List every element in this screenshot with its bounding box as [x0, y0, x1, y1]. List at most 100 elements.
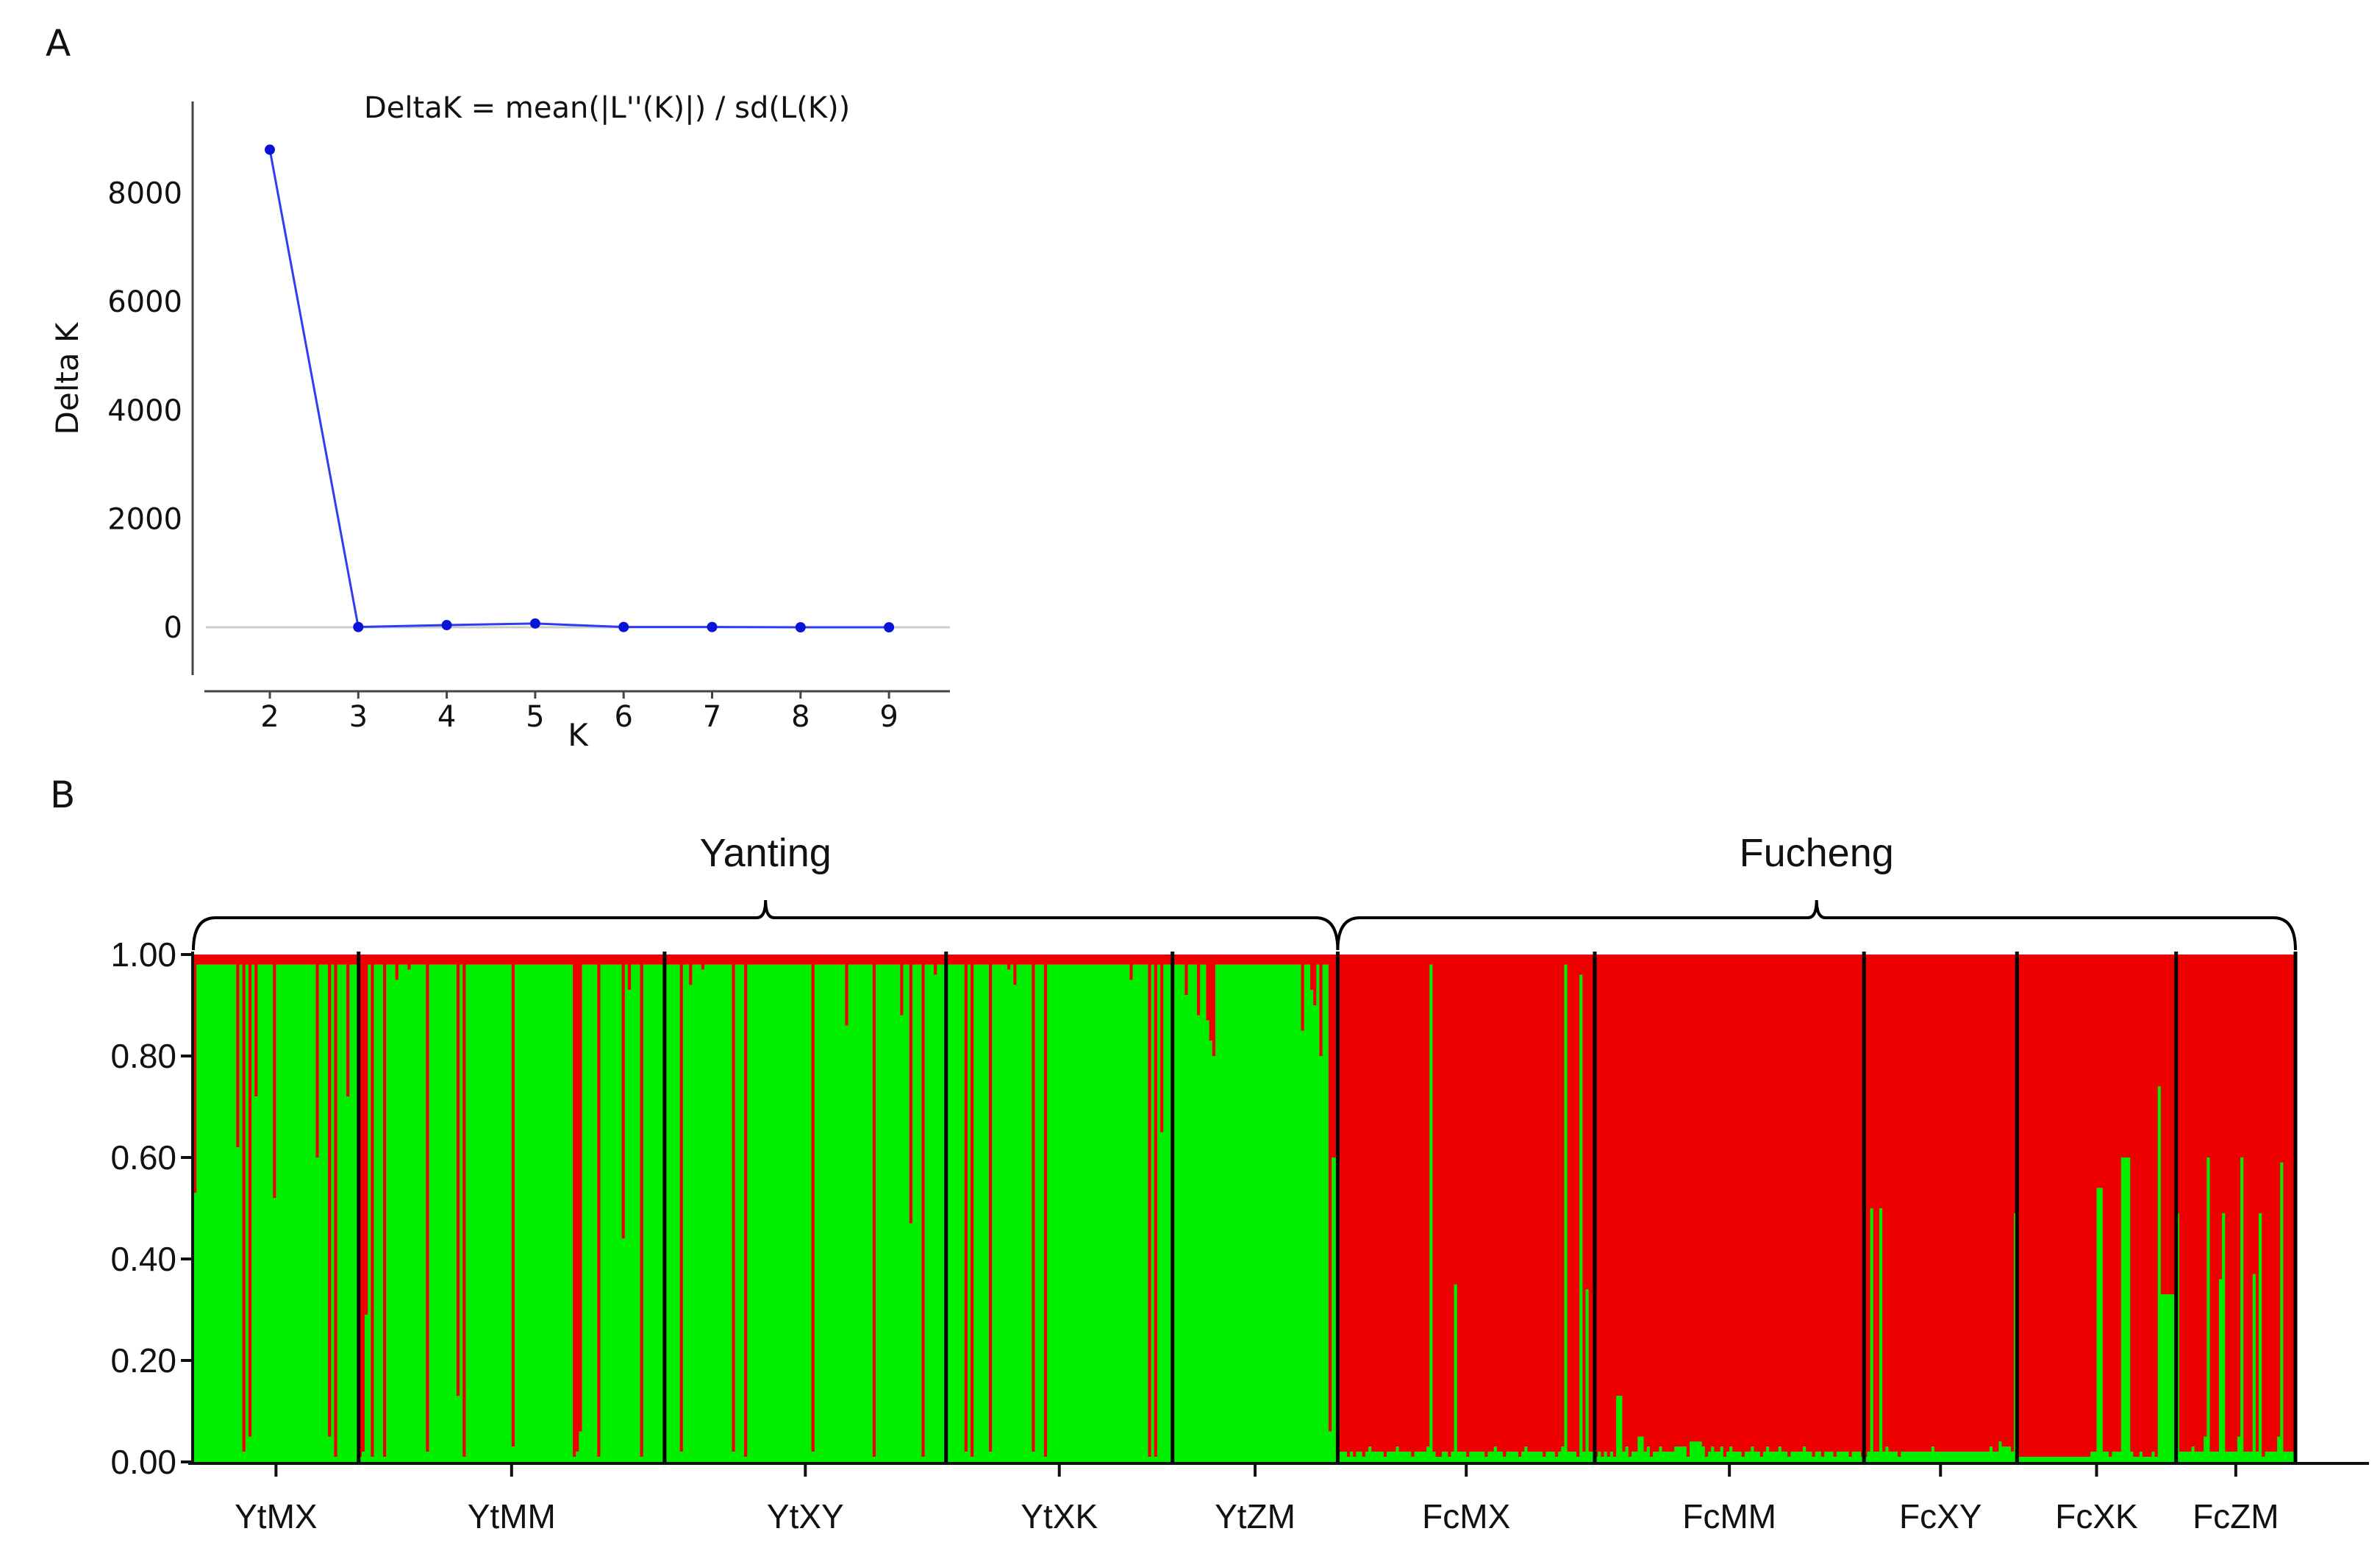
- cluster-1-bar: [1074, 964, 1079, 1462]
- cluster-2-bar: [2139, 955, 2143, 1452]
- cluster-1-bar: [318, 964, 323, 1462]
- group-label: Fucheng: [1740, 831, 1894, 875]
- cluster-2-bar: [655, 955, 660, 965]
- population-label: FcMX: [1422, 1497, 1510, 1535]
- cluster-1-bar: [1790, 1452, 1795, 1462]
- cluster-1-bar: [1720, 1446, 1724, 1462]
- cluster-2-bar: [1084, 955, 1087, 965]
- cluster-2-bar: [948, 955, 953, 965]
- group-brace: [1336, 899, 2297, 951]
- cluster-2-bar: [729, 955, 733, 965]
- cluster-2-bar: [1050, 955, 1054, 965]
- cluster-2-bar: [716, 955, 721, 965]
- cluster-2-bar: [1506, 955, 1510, 1452]
- cluster-2-bar: [481, 955, 485, 965]
- cluster-1-bar: [971, 1457, 974, 1462]
- cluster-2-bar: [569, 955, 573, 965]
- cluster-1-bar: [958, 964, 962, 1462]
- cluster-2-bar: [526, 955, 531, 965]
- cluster-2-bar: [1787, 955, 1791, 1458]
- cluster-2-bar: [1068, 955, 1072, 965]
- cluster-1-bar: [245, 964, 249, 1462]
- cluster-1-bar: [1915, 1452, 1920, 1462]
- cluster-1-bar: [676, 964, 681, 1462]
- cluster-1-bar: [618, 964, 623, 1462]
- cluster-2-bar: [832, 955, 837, 965]
- cluster-2-bar: [532, 955, 537, 965]
- cluster-2-bar: [1230, 955, 1234, 965]
- cluster-2-bar: [1711, 955, 1715, 1447]
- cluster-2-bar: [1423, 955, 1427, 1452]
- cluster-2-bar: [671, 955, 674, 965]
- cluster-1-bar: [1998, 1441, 2003, 1462]
- cluster-1-bar: [444, 964, 449, 1462]
- cluster-1-bar: [1693, 1441, 1696, 1462]
- cluster-1-bar: [701, 969, 705, 1462]
- cluster-1-bar: [1353, 1457, 1357, 1462]
- cluster-1-bar: [615, 964, 620, 1462]
- cluster-1-bar: [658, 964, 662, 1462]
- cluster-1-bar: [566, 964, 571, 1462]
- cluster-2-bar: [1019, 955, 1023, 965]
- cluster-1-bar: [505, 964, 510, 1462]
- cluster-1-bar: [1111, 964, 1115, 1462]
- cluster-1-bar: [1328, 1431, 1332, 1462]
- cluster-1-bar: [1854, 1452, 1859, 1462]
- cluster-1-bar: [985, 964, 990, 1462]
- cluster-1-bar: [1524, 1446, 1529, 1462]
- panel-a-x-axis-label: K: [568, 717, 589, 753]
- cluster-2-bar: [1396, 955, 1400, 1447]
- cluster-2-bar: [1163, 955, 1167, 965]
- cluster-1-bar: [1050, 964, 1054, 1462]
- cluster-2-bar: [1579, 955, 1583, 975]
- cluster-2-bar: [591, 955, 595, 965]
- cluster-2-bar: [2136, 955, 2140, 1458]
- cluster-2-bar: [1909, 955, 1914, 1452]
- cluster-1-bar: [1429, 964, 1434, 1462]
- cluster-1-bar: [1218, 964, 1222, 1462]
- cluster-2-bar: [640, 955, 644, 1458]
- cluster-1-bar: [481, 964, 485, 1462]
- cluster-2-bar: [508, 955, 512, 965]
- cluster-1-bar: [300, 964, 304, 1462]
- cluster-2-bar: [1717, 955, 1721, 1452]
- cluster-1-bar: [1744, 1452, 1748, 1462]
- cluster-2-bar: [2096, 955, 2101, 1188]
- cluster-1-bar: [2148, 1457, 2153, 1462]
- cluster-2-bar: [1540, 955, 1543, 1452]
- cluster-2-bar: [1659, 955, 1663, 1447]
- y-tick-label: 0.20: [110, 1341, 176, 1380]
- cluster-1-bar: [1876, 1452, 1880, 1462]
- cluster-2-bar: [395, 955, 399, 980]
- cluster-2-bar: [251, 955, 255, 965]
- cluster-2-bar: [1512, 955, 1516, 1452]
- cluster-1-bar: [1010, 964, 1014, 1462]
- cluster-1-bar: [573, 1457, 576, 1462]
- cluster-1-bar: [2023, 1457, 2027, 1462]
- cluster-2-bar: [361, 955, 365, 1452]
- cluster-2-bar: [1353, 955, 1357, 1458]
- cluster-2-bar: [2059, 955, 2064, 1458]
- cluster-1-bar: [236, 1147, 240, 1462]
- cluster-1-bar: [750, 964, 754, 1462]
- cluster-1-bar: [1184, 995, 1189, 1462]
- cluster-2-bar: [1160, 955, 1164, 1132]
- cluster-2-bar: [1619, 955, 1623, 1396]
- cluster-2-bar: [851, 955, 855, 965]
- population-label: FcMM: [1682, 1497, 1776, 1535]
- cluster-2-bar: [566, 955, 571, 965]
- cluster-2-bar: [2115, 955, 2119, 1452]
- cluster-2-bar: [242, 955, 246, 1452]
- cluster-1-bar: [839, 964, 843, 1462]
- cluster-2-bar: [713, 955, 718, 965]
- cluster-2-bar: [1738, 955, 1743, 1452]
- cluster-2-bar: [490, 955, 494, 965]
- cluster-2-bar: [1175, 955, 1179, 965]
- cluster-2-bar: [927, 955, 932, 965]
- cluster-2-bar: [1298, 955, 1302, 965]
- cluster-1-bar: [737, 964, 742, 1462]
- cluster-1-bar: [1417, 1452, 1421, 1462]
- cluster-1-bar: [1649, 1457, 1654, 1462]
- cluster-2-bar: [1536, 955, 1540, 1452]
- cluster-2-bar: [737, 955, 742, 965]
